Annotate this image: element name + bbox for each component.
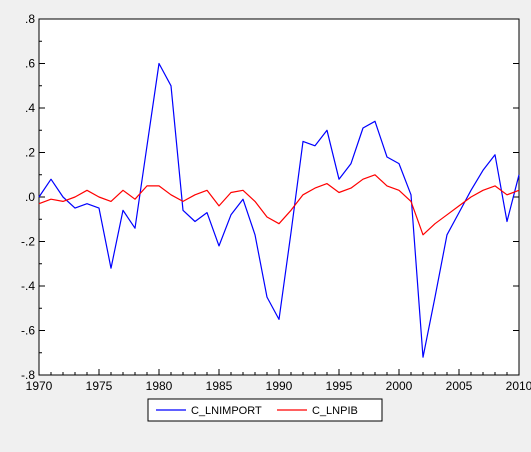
x-tick-label: 2005 bbox=[446, 379, 473, 393]
y-tick-label: .6 bbox=[25, 57, 35, 71]
x-tick-label: 1995 bbox=[326, 379, 353, 393]
y-tick-label: .8 bbox=[25, 12, 35, 26]
plot-area bbox=[38, 18, 520, 376]
legend-label: C_LNIMPORT bbox=[191, 405, 262, 417]
series-line-c-lnimport bbox=[38, 62, 520, 358]
y-tick-label: -.2 bbox=[21, 235, 35, 249]
legend-label: C_LNPIB bbox=[312, 405, 358, 417]
y-tick-label: .2 bbox=[25, 146, 35, 160]
y-tick-label: -.8 bbox=[21, 368, 35, 382]
x-tick-label: 2010 bbox=[506, 379, 531, 393]
x-tick-label: 1980 bbox=[146, 379, 173, 393]
y-axis: .8 .6 .4 .2 .0 -.2 -.4 -.6 -.8 bbox=[21, 12, 519, 382]
y-tick-label: -.4 bbox=[21, 279, 35, 293]
x-axis: 1970 1975 1980 1985 1990 1995 2000 2005 2010 bbox=[26, 369, 531, 393]
legend: C_LNIMPORT C_LNPIB bbox=[147, 398, 383, 422]
y-tick-label: -.6 bbox=[21, 324, 35, 338]
y-tick-label: .0 bbox=[25, 190, 35, 204]
y-tick-label: .4 bbox=[25, 101, 35, 115]
series-group bbox=[38, 62, 520, 358]
x-tick-label: 1985 bbox=[206, 379, 233, 393]
x-tick-label: 1975 bbox=[86, 379, 113, 393]
x-tick-label: 2000 bbox=[386, 379, 413, 393]
x-tick-label: 1970 bbox=[26, 379, 53, 393]
x-tick-label: 1990 bbox=[266, 379, 293, 393]
legend-box bbox=[147, 398, 383, 422]
series-line-c-lnpib bbox=[38, 174, 520, 236]
